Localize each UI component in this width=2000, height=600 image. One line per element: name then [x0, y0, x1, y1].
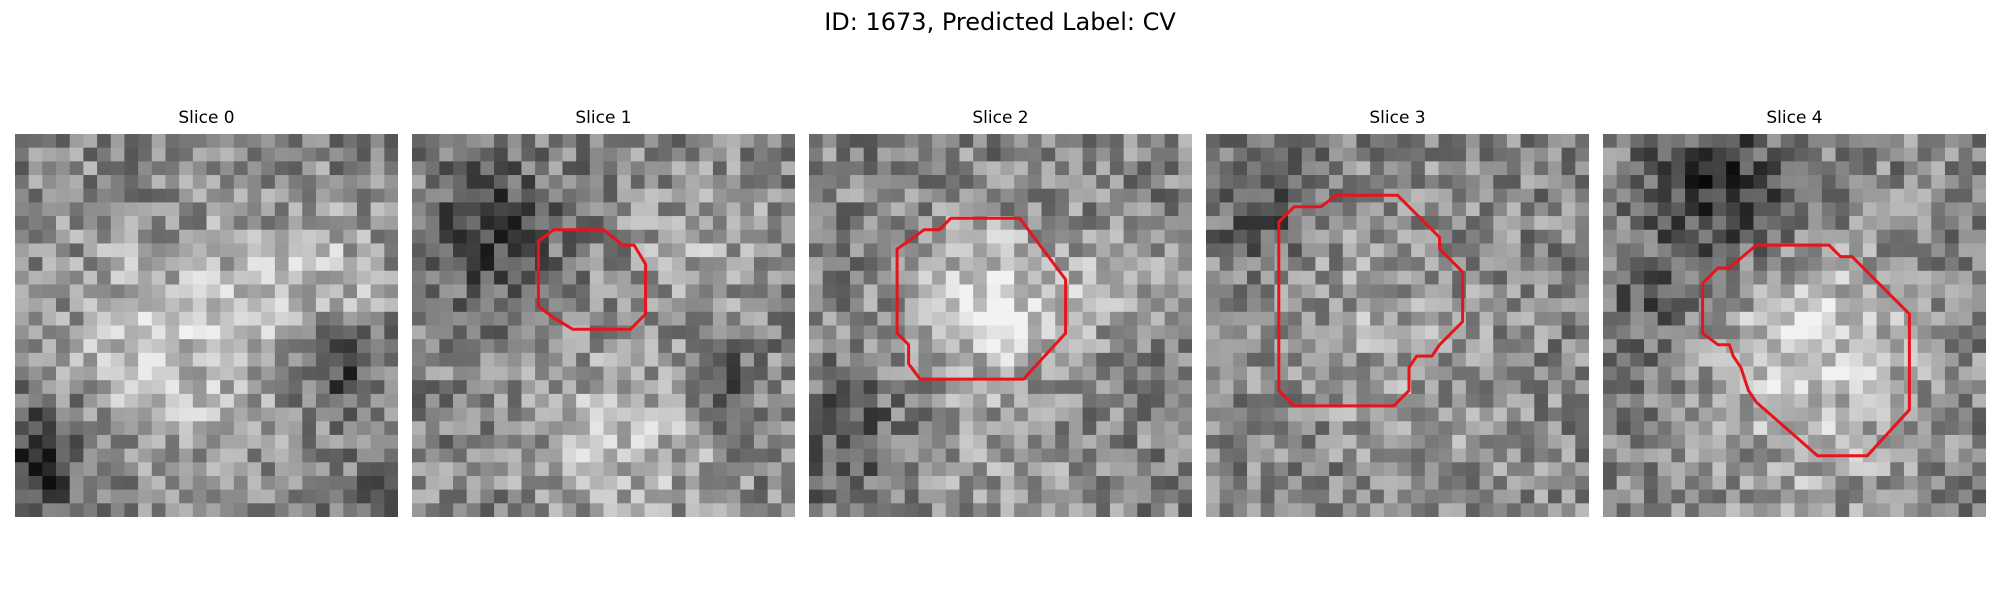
lesion-contour-3	[1277, 193, 1465, 408]
slice-title-2: Slice 2	[972, 108, 1029, 128]
slice-title-4: Slice 4	[1766, 108, 1823, 128]
slice-image-0	[15, 134, 398, 517]
figure-title: ID: 1673, Predicted Label: CV	[824, 8, 1176, 36]
slice-image-2	[809, 134, 1192, 517]
lesion-contour-4	[1701, 243, 1911, 458]
slice-image-3	[1206, 134, 1589, 517]
slice-image-1	[412, 134, 795, 517]
slice-title-3: Slice 3	[1369, 108, 1426, 128]
slice-title-0: Slice 0	[178, 108, 235, 128]
lesion-contour-2	[895, 216, 1068, 381]
slice-title-1: Slice 1	[575, 108, 632, 128]
slice-image-4	[1603, 134, 1986, 517]
lesion-contour-1	[536, 228, 648, 331]
